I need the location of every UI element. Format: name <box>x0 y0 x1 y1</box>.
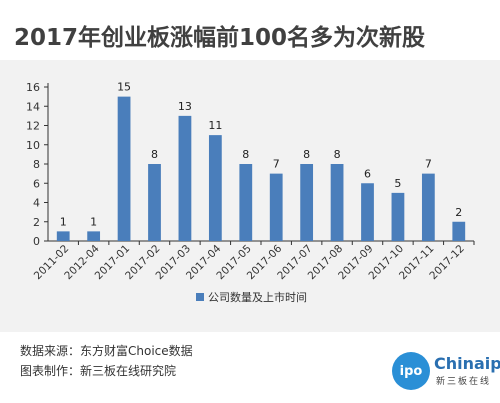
chart-maker: 图表制作：新三板在线研究院 <box>20 364 177 378</box>
data-label: 6 <box>364 167 371 180</box>
y-tick-label: 8 <box>33 158 40 171</box>
bar <box>56 231 70 241</box>
y-tick-label: 10 <box>26 139 40 152</box>
title-bar <box>0 0 500 60</box>
bar <box>87 231 101 241</box>
bar <box>330 164 344 241</box>
bar <box>148 164 161 241</box>
logo-sub: 新三板在线 <box>436 377 492 387</box>
bar <box>361 183 374 241</box>
data-label: 2 <box>455 206 462 219</box>
chart-title: 2017年创业板涨幅前100名多为次新股 <box>14 25 426 51</box>
y-tick-label: 16 <box>26 81 40 94</box>
bar <box>452 221 466 241</box>
data-label: 7 <box>425 158 432 171</box>
legend-swatch <box>196 293 204 301</box>
data-label: 1 <box>90 215 97 228</box>
bar <box>239 164 253 241</box>
logo-badge: ipo <box>392 352 430 390</box>
data-label: 8 <box>242 148 249 161</box>
bar <box>269 173 283 241</box>
bar <box>208 135 222 241</box>
data-label: 5 <box>394 177 401 190</box>
bar <box>300 164 314 241</box>
bar <box>117 96 131 241</box>
data-label: 7 <box>273 158 280 171</box>
bar <box>391 192 405 241</box>
legend-label: 公司数量及上市时间 <box>208 290 307 304</box>
data-label: 13 <box>178 100 192 113</box>
y-tick-label: 12 <box>26 120 40 133</box>
data-label: 15 <box>117 81 131 94</box>
y-tick-label: 6 <box>33 177 40 190</box>
y-tick-label: 14 <box>26 100 40 113</box>
chinaipo-logo: ipo Chinaipo 新三板在线 <box>392 352 500 392</box>
data-label: 11 <box>208 119 222 132</box>
y-tick-label: 0 <box>33 235 40 248</box>
y-tick-label: 4 <box>33 197 40 210</box>
data-source: 数据来源：东方财富Choice数据 <box>20 344 193 358</box>
bar <box>421 173 435 241</box>
logo-name: Chinaipo <box>434 354 500 373</box>
y-tick-label: 2 <box>33 216 40 229</box>
data-label: 1 <box>60 215 67 228</box>
data-label: 8 <box>151 148 158 161</box>
bar-chart: 024681012141612011-0212012-04152017-0182… <box>26 81 475 304</box>
data-label: 8 <box>303 148 310 161</box>
bar <box>178 115 192 241</box>
data-label: 8 <box>334 148 341 161</box>
